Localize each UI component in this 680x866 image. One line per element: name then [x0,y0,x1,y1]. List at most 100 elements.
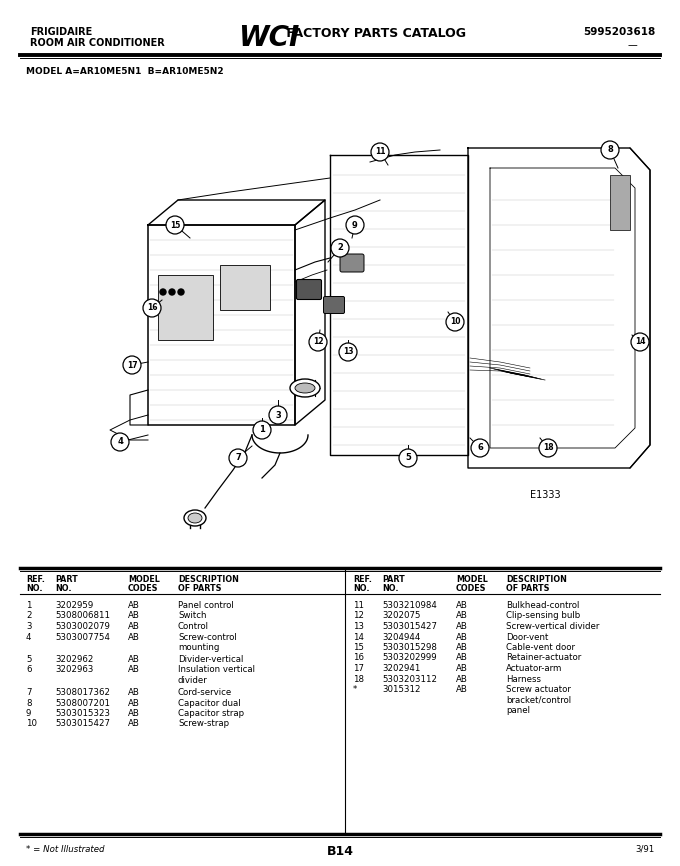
Circle shape [539,439,557,457]
Text: 15: 15 [353,643,364,652]
Text: 5303015298: 5303015298 [382,643,437,652]
Bar [158,275,213,340]
Text: AB: AB [128,699,140,708]
Text: AB: AB [128,601,140,610]
Text: Switch: Switch [178,611,207,621]
Circle shape [339,343,357,361]
Text: 5303015323: 5303015323 [55,709,110,718]
Text: 2: 2 [337,243,343,253]
Text: 14: 14 [353,632,364,642]
Text: PART: PART [55,575,78,584]
Text: 5303203112: 5303203112 [382,675,437,683]
Text: 5303015427: 5303015427 [382,622,437,631]
Text: 5: 5 [26,655,31,664]
Circle shape [446,313,464,331]
Text: 3202959: 3202959 [55,601,93,610]
Text: Screw-vertical divider: Screw-vertical divider [506,622,599,631]
Text: AB: AB [456,622,468,631]
Text: 5303002079: 5303002079 [55,622,110,631]
Text: AB: AB [456,601,468,610]
Text: 5303202999: 5303202999 [382,654,437,662]
Text: Screw-control: Screw-control [178,632,237,642]
Text: AB: AB [128,688,140,697]
Text: Divider-vertical: Divider-vertical [178,655,243,664]
Circle shape [143,299,161,317]
Text: DESCRIPTION: DESCRIPTION [506,575,567,584]
Text: AB: AB [456,685,468,694]
Text: 5303015427: 5303015427 [55,720,110,728]
Text: FACTORY PARTS CATALOG: FACTORY PARTS CATALOG [282,27,466,40]
Text: 3202075: 3202075 [382,611,420,621]
Text: AB: AB [456,611,468,621]
Text: AB: AB [456,643,468,652]
Text: CODES: CODES [128,584,158,593]
Bar [220,265,270,310]
Text: 5308007201: 5308007201 [55,699,110,708]
Text: 6: 6 [477,443,483,453]
Text: 1: 1 [26,601,31,610]
Ellipse shape [290,379,320,397]
Text: 8: 8 [26,699,31,708]
Text: 8: 8 [607,145,613,154]
Text: Screw-strap: Screw-strap [178,720,229,728]
Text: —: — [628,40,638,50]
Text: AB: AB [456,664,468,673]
Text: 15: 15 [170,221,180,229]
Text: 3015312: 3015312 [382,685,420,694]
Circle shape [269,406,287,424]
Ellipse shape [184,510,206,526]
Text: AB: AB [128,632,140,642]
Text: REF.: REF. [26,575,45,584]
Text: AB: AB [456,632,468,642]
Text: 3202941: 3202941 [382,664,420,673]
Text: Actuator-arm: Actuator-arm [506,664,562,673]
Text: Cord-service: Cord-service [178,688,233,697]
Text: AB: AB [128,655,140,664]
Text: AB: AB [456,675,468,683]
Text: Insulation vertical: Insulation vertical [178,665,255,675]
Text: 16: 16 [353,654,364,662]
Text: bracket/control: bracket/control [506,695,571,705]
Text: AB: AB [128,622,140,631]
Circle shape [309,333,327,351]
Text: 18: 18 [543,443,554,453]
Text: FRIGIDAIRE: FRIGIDAIRE [30,27,92,37]
Text: Clip-sensing bulb: Clip-sensing bulb [506,611,580,621]
Text: AB: AB [456,654,468,662]
Text: mounting: mounting [178,643,220,652]
Text: 14: 14 [634,338,645,346]
FancyBboxPatch shape [296,280,322,300]
Circle shape [631,333,649,351]
Text: 5303007754: 5303007754 [55,632,110,642]
Text: MODEL A=AR10ME5N1  B=AR10ME5N2: MODEL A=AR10ME5N1 B=AR10ME5N2 [26,67,224,76]
FancyBboxPatch shape [324,296,345,313]
Text: 9: 9 [26,709,31,718]
Text: NO.: NO. [382,584,398,593]
Text: CODES: CODES [456,584,486,593]
Circle shape [169,289,175,295]
Text: E1333: E1333 [530,490,560,500]
Text: 3204944: 3204944 [382,632,420,642]
Text: 3: 3 [26,622,31,631]
Circle shape [123,356,141,374]
Text: 6: 6 [26,665,31,675]
Text: ROOM AIR CONDITIONER: ROOM AIR CONDITIONER [30,38,165,48]
Text: Panel control: Panel control [178,601,234,610]
Text: 11: 11 [353,601,364,610]
Text: PART: PART [382,575,405,584]
Text: 17: 17 [353,664,364,673]
Circle shape [346,216,364,234]
Text: Capacitor dual: Capacitor dual [178,699,241,708]
Text: 5308017362: 5308017362 [55,688,110,697]
Text: 1: 1 [259,425,265,435]
Text: NO.: NO. [55,584,71,593]
Text: 10: 10 [26,720,37,728]
Text: NO.: NO. [353,584,369,593]
Text: divider: divider [178,676,208,685]
Text: 11: 11 [375,147,386,157]
Circle shape [111,433,129,451]
Text: 9: 9 [352,221,358,229]
Text: 16: 16 [147,303,157,313]
Text: AB: AB [128,611,140,621]
Circle shape [331,239,349,257]
